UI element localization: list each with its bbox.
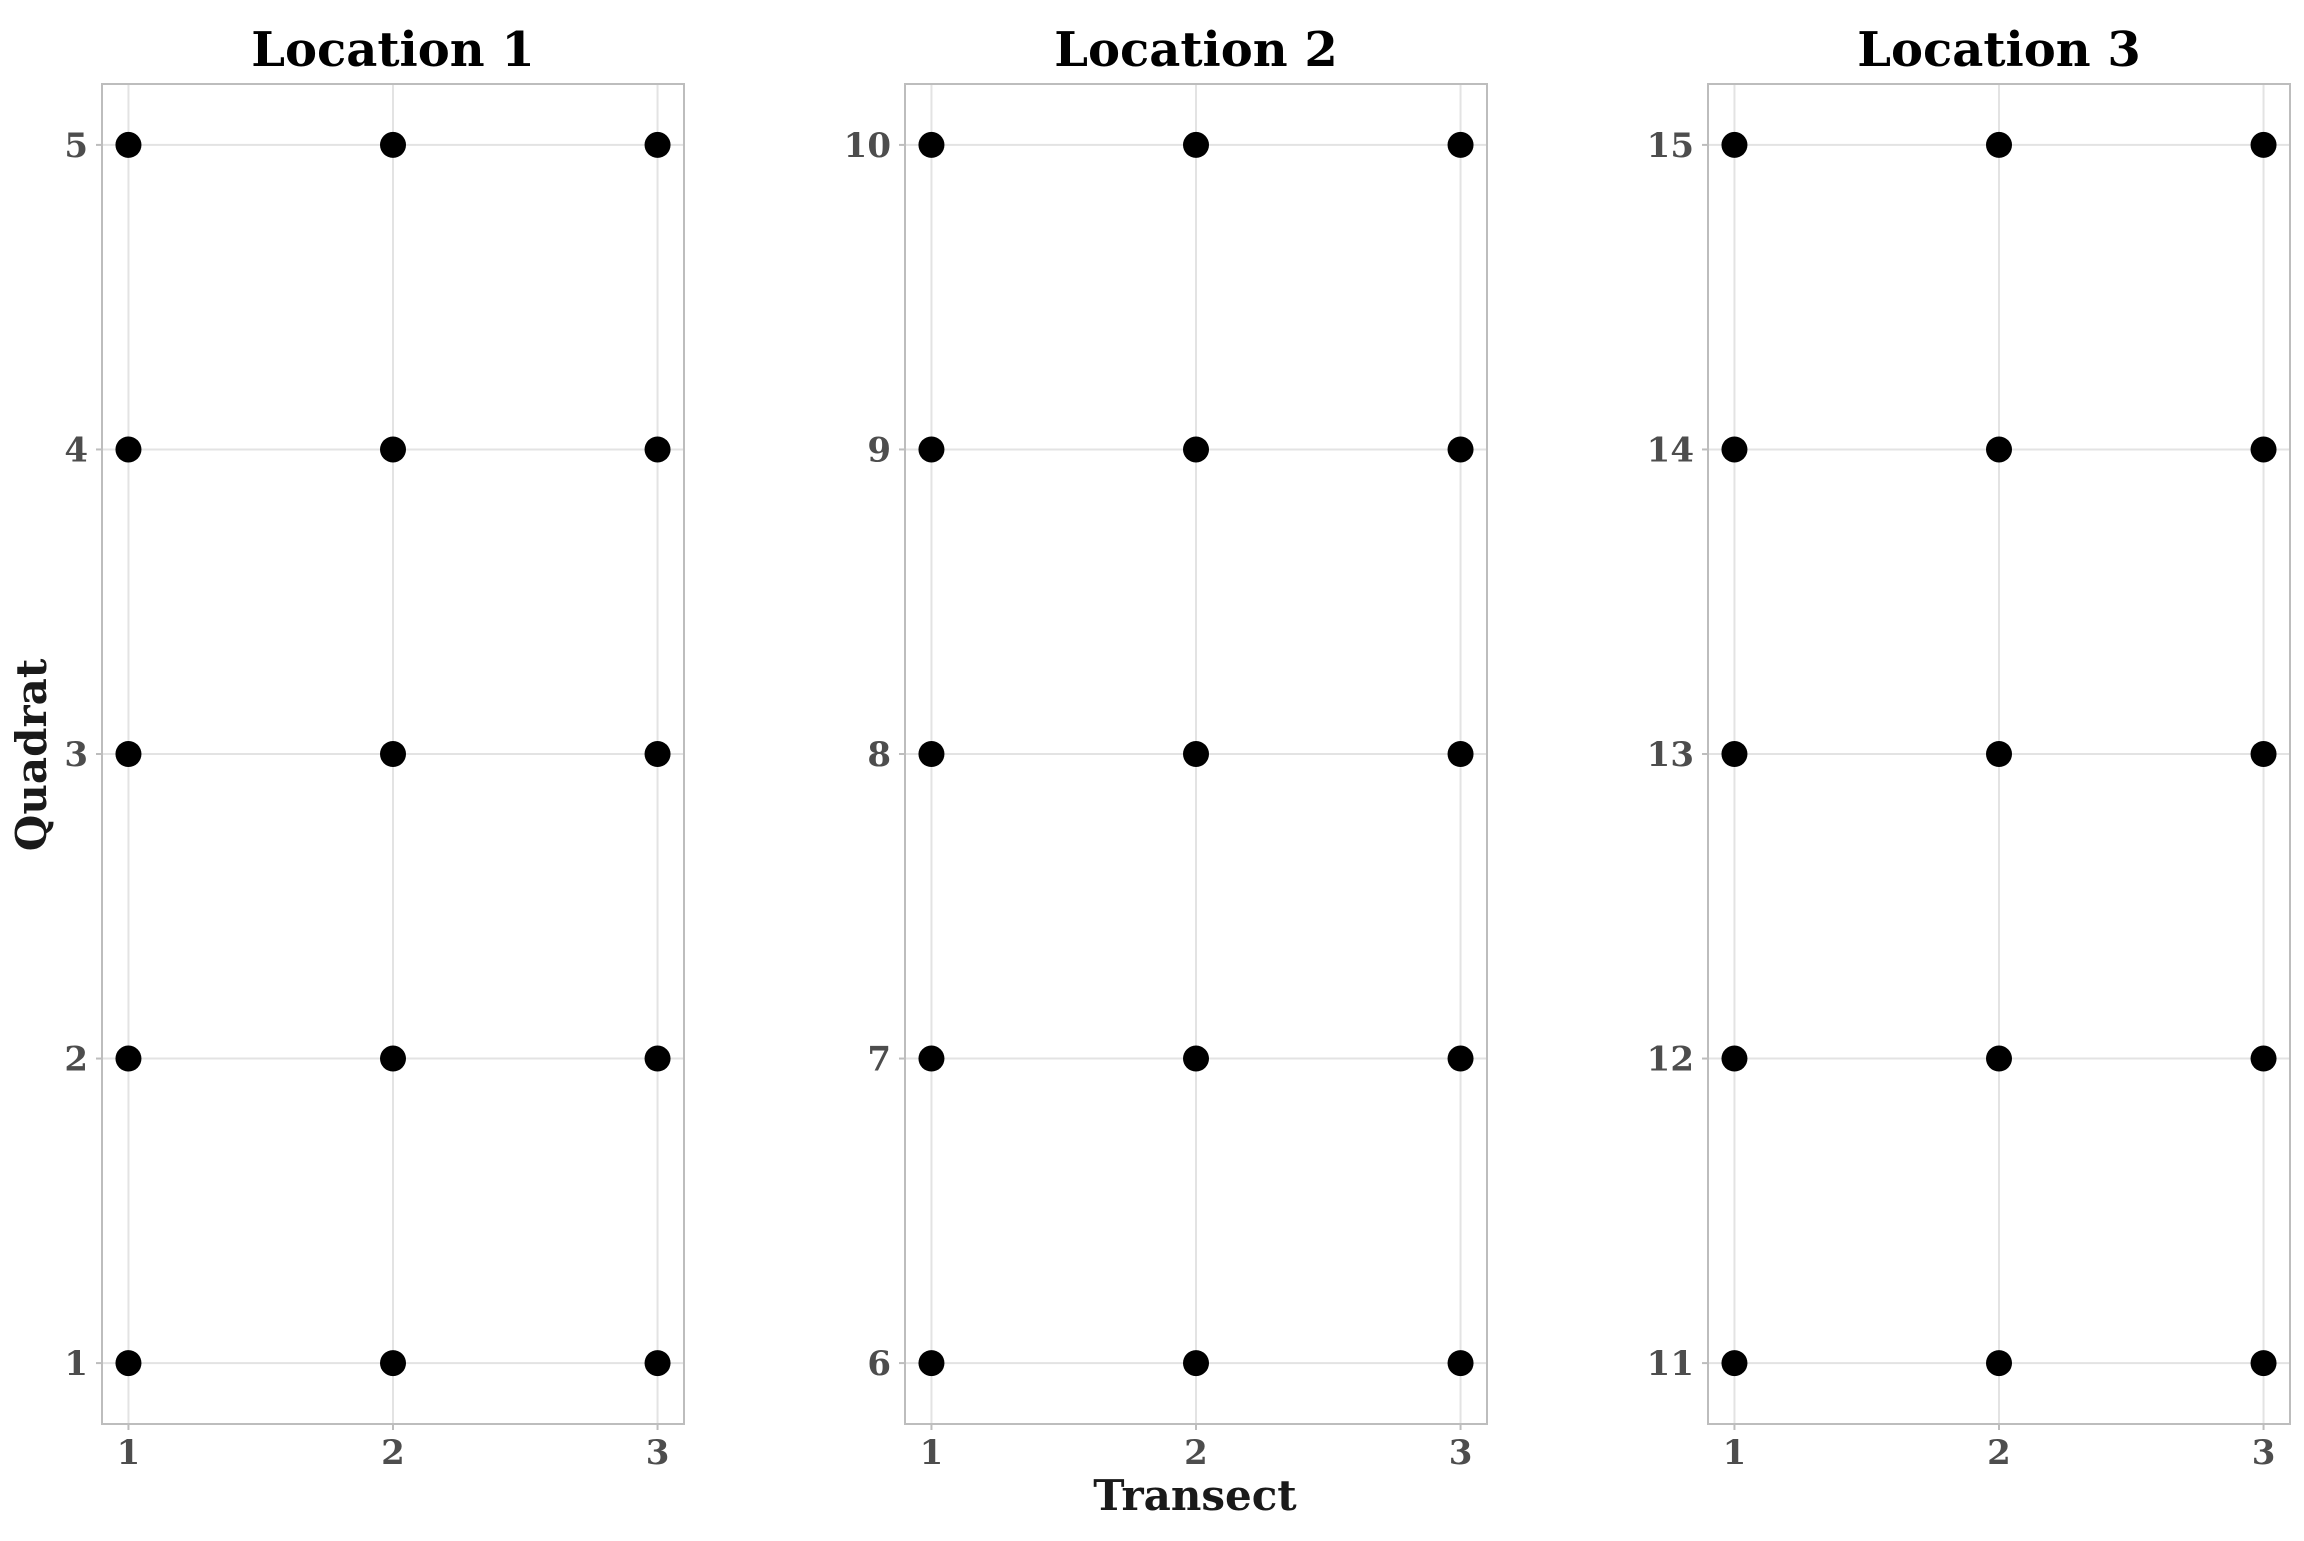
y-tick-label: 7 — [867, 1040, 891, 1080]
data-point — [1183, 1350, 1209, 1377]
data-point — [115, 131, 142, 158]
data-point — [918, 1045, 945, 1072]
y-tick-label: 4 — [64, 430, 88, 470]
y-tick-label: 12 — [1647, 1040, 1694, 1080]
data-point — [1183, 741, 1209, 767]
data-point — [1986, 131, 2012, 158]
data-point — [1183, 1045, 1209, 1072]
panel-location-2: Location 2 6 7 8 9 10 1 2 3 — [844, 22, 1488, 1473]
data-point — [2250, 1045, 2277, 1072]
y-tick-label: 1 — [64, 1344, 88, 1384]
data-point — [918, 436, 945, 463]
y-tick-label: 9 — [867, 430, 891, 470]
panel-title: Location 2 — [1054, 22, 1338, 78]
y-tick-label: 14 — [1647, 430, 1694, 470]
x-tick-label: 3 — [1449, 1433, 1473, 1473]
data-point — [1447, 436, 1474, 463]
data-point — [918, 131, 945, 158]
panel-location-1: Location 1 1 2 3 4 5 1 2 3 — [64, 22, 685, 1473]
x-tick-label: 3 — [646, 1433, 670, 1473]
data-point — [1721, 1045, 1748, 1072]
x-tick-label: 3 — [2252, 1433, 2276, 1473]
panel-title: Location 1 — [251, 22, 535, 78]
x-tick-label: 2 — [1184, 1433, 1208, 1473]
y-tick-label: 3 — [64, 735, 88, 775]
data-point — [380, 131, 406, 158]
y-tick-label: 11 — [1647, 1344, 1694, 1384]
x-axis-label: Transect — [1093, 1471, 1297, 1520]
x-tick-label: 1 — [1723, 1433, 1747, 1473]
y-tick-label: 10 — [844, 126, 891, 166]
x-tick-label: 1 — [920, 1433, 944, 1473]
x-tick-label: 1 — [117, 1433, 141, 1473]
data-point — [1986, 741, 2012, 767]
data-point — [2250, 741, 2277, 767]
data-point — [380, 436, 406, 463]
x-tick-label: 2 — [1987, 1433, 2011, 1473]
panel-title: Location 3 — [1857, 22, 2141, 78]
data-point — [1721, 741, 1748, 767]
data-point — [2250, 436, 2277, 463]
data-point — [1447, 131, 1474, 158]
data-point — [115, 436, 142, 463]
data-point — [115, 741, 142, 767]
data-point — [115, 1045, 142, 1072]
data-point — [380, 741, 406, 767]
data-point — [2250, 1350, 2277, 1377]
y-tick-label: 2 — [64, 1040, 88, 1080]
data-point — [1986, 1350, 2012, 1377]
data-point — [1986, 436, 2012, 463]
data-point — [380, 1045, 406, 1072]
y-tick-label: 6 — [867, 1344, 891, 1384]
data-point — [644, 1350, 671, 1377]
data-point — [1721, 131, 1748, 158]
data-point — [1447, 1350, 1474, 1377]
data-point — [380, 1350, 406, 1377]
x-tick-label: 2 — [381, 1433, 405, 1473]
data-point — [2250, 131, 2277, 158]
data-point — [1986, 1045, 2012, 1072]
data-point — [1721, 436, 1748, 463]
data-point — [644, 1045, 671, 1072]
data-point — [115, 1350, 142, 1377]
data-point — [1721, 1350, 1748, 1377]
data-point — [1447, 741, 1474, 767]
data-point — [1183, 131, 1209, 158]
data-point — [918, 741, 945, 767]
y-tick-label: 5 — [64, 126, 88, 166]
y-tick-label: 8 — [867, 735, 891, 775]
data-point — [644, 436, 671, 463]
data-point — [918, 1350, 945, 1377]
data-point — [1447, 1045, 1474, 1072]
data-point — [1183, 436, 1209, 463]
data-point — [644, 741, 671, 767]
y-tick-label: 13 — [1647, 735, 1694, 775]
data-point — [644, 131, 671, 158]
y-axis-label: Quadrat — [7, 658, 56, 851]
y-tick-label: 15 — [1647, 126, 1694, 166]
